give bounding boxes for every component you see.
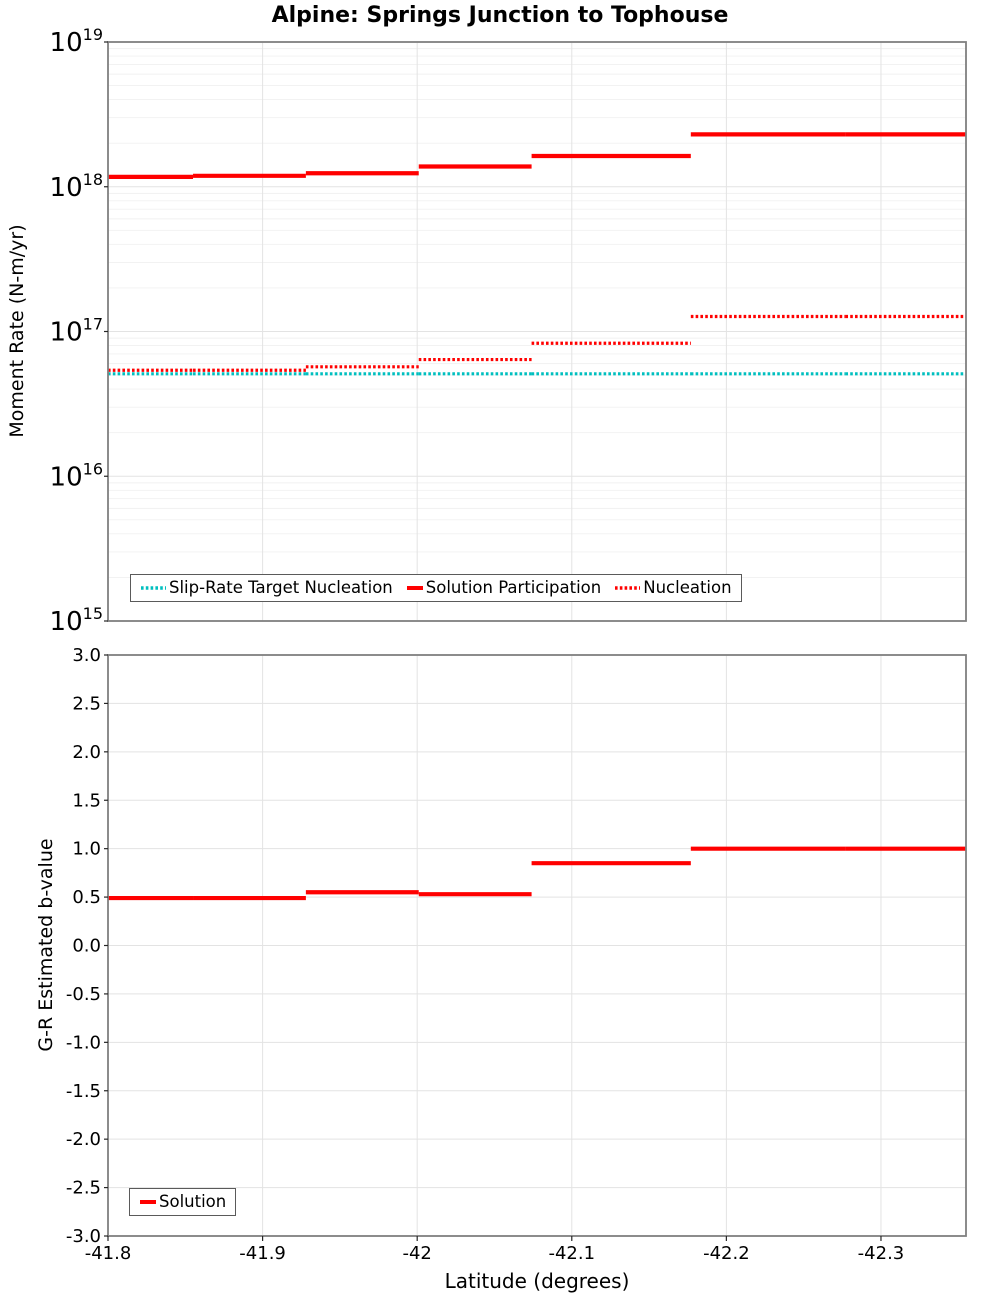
legend-swatch-solid bbox=[406, 585, 423, 590]
legend-swatch-dotted bbox=[615, 585, 641, 590]
series-solution-participation bbox=[108, 132, 966, 179]
legend-label: Slip-Rate Target Nucleation bbox=[169, 578, 393, 597]
x-axis-label: Latitude (degrees) bbox=[444, 1269, 630, 1293]
series-solution bbox=[108, 846, 966, 901]
grid-minor bbox=[108, 48, 966, 578]
legend-entry: Solution Participation bbox=[406, 578, 601, 597]
svg-text:0.5: 0.5 bbox=[72, 887, 101, 908]
legend-label: Nucleation bbox=[643, 578, 732, 597]
svg-text:-42.1: -42.1 bbox=[548, 1243, 595, 1264]
legend-entry: Solution bbox=[139, 1192, 226, 1211]
svg-text:-41.9: -41.9 bbox=[239, 1243, 286, 1264]
svg-text:1.0: 1.0 bbox=[72, 839, 101, 860]
svg-text:1017: 1017 bbox=[50, 315, 103, 348]
legend-entry: Nucleation bbox=[614, 578, 732, 597]
svg-text:1019: 1019 bbox=[50, 25, 103, 58]
bottom-y-axis-label: G-R Estimated b-value bbox=[35, 838, 57, 1052]
legend-label: Solution Participation bbox=[425, 578, 602, 597]
y-tick-labels: 3.0 2.5 2.0 1.5 1.0 0.5 0.0 -0.5 -1.0 -1.5 -2.0 -2.… bbox=[66, 645, 108, 1247]
svg-text:-3.0: -3.0 bbox=[66, 1226, 101, 1247]
x-tick-labels: -41.8 -41.9 -42 -42.1 -42.2 -42.3 bbox=[85, 1236, 905, 1264]
legend-swatch-dotted bbox=[141, 585, 166, 590]
svg-text:2.5: 2.5 bbox=[72, 693, 101, 714]
bottom-chart-legend: Solution bbox=[129, 1188, 237, 1216]
chart-title: Alpine: Springs Junction to Tophouse bbox=[271, 3, 729, 28]
svg-text:-2.5: -2.5 bbox=[66, 1178, 101, 1199]
svg-text:3.0: 3.0 bbox=[72, 645, 101, 666]
svg-text:1.5: 1.5 bbox=[72, 790, 101, 811]
legend-label: Solution bbox=[159, 1192, 227, 1211]
svg-text:1018: 1018 bbox=[50, 170, 103, 203]
series-nucleation bbox=[108, 314, 966, 372]
svg-text:-2.0: -2.0 bbox=[66, 1129, 101, 1150]
top-chart-legend: Slip-Rate Target Nucleation Solution Part… bbox=[130, 574, 742, 602]
svg-text:0.0: 0.0 bbox=[72, 936, 101, 957]
top-y-axis-label: Moment Rate (N-m/yr) bbox=[6, 224, 28, 438]
svg-text:1016: 1016 bbox=[50, 459, 103, 492]
legend-swatch-solid bbox=[140, 1199, 156, 1204]
legend-entry: Slip-Rate Target Nucleation bbox=[140, 578, 393, 597]
svg-text:-1.5: -1.5 bbox=[66, 1081, 101, 1102]
grid-major bbox=[108, 655, 966, 1236]
svg-text:-42: -42 bbox=[402, 1243, 431, 1264]
svg-text:-0.5: -0.5 bbox=[66, 984, 101, 1005]
y-tick-labels: 1019 1018 1017 1016 1015 bbox=[50, 25, 108, 637]
svg-text:-42.3: -42.3 bbox=[858, 1243, 905, 1264]
grid-major bbox=[108, 42, 966, 621]
svg-text:-1.0: -1.0 bbox=[66, 1032, 101, 1053]
chart-moment-rate: 1019 1018 1017 1016 1015 bbox=[50, 25, 967, 637]
chart-b-value: 3.0 2.5 2.0 1.5 1.0 0.5 0.0 -0.5 -1.0 -1.5 -2.0 -2.… bbox=[66, 645, 967, 1264]
svg-text:-42.2: -42.2 bbox=[703, 1243, 750, 1264]
svg-text:-41.8: -41.8 bbox=[85, 1243, 132, 1264]
svg-text:2.0: 2.0 bbox=[72, 742, 101, 763]
svg-text:1015: 1015 bbox=[50, 604, 103, 637]
